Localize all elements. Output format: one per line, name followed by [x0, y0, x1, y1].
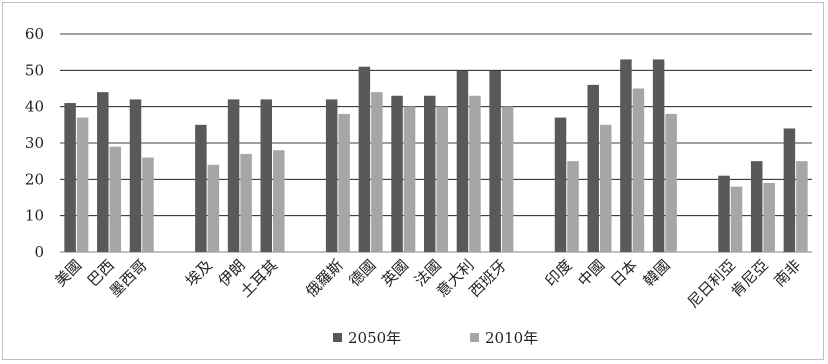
bar-series1 — [195, 124, 207, 252]
bar-series2 — [76, 117, 89, 252]
bar-series1 — [64, 103, 76, 253]
bar-series2 — [469, 95, 481, 253]
x-category-label: 日本 — [607, 256, 641, 290]
bar-series2 — [109, 146, 122, 252]
bar-series1 — [718, 175, 730, 252]
bar-series1 — [260, 99, 273, 253]
bar-series1 — [391, 95, 403, 253]
legend-label: 2010年 — [485, 329, 538, 347]
x-category-label: 中國 — [574, 256, 608, 290]
bar-series2 — [207, 164, 220, 252]
x-category-label: 土耳其 — [237, 256, 282, 301]
x-category-label: 西班牙 — [466, 256, 511, 301]
bar-series1 — [554, 117, 567, 252]
bar-series1 — [620, 59, 632, 252]
bar-series1 — [652, 59, 665, 252]
bar-series2 — [599, 124, 612, 252]
y-tick-label: 30 — [25, 134, 44, 152]
bar-series1 — [129, 99, 142, 253]
bars — [64, 59, 808, 253]
bar-series1 — [97, 92, 109, 252]
y-tick-label: 40 — [25, 98, 44, 116]
y-axis: 0 10 20 30 40 50 60 — [25, 25, 44, 261]
bar-series2 — [665, 113, 677, 252]
x-category-label: 韓國 — [640, 256, 674, 290]
bar-series2 — [371, 92, 383, 252]
legend-label: 2050年 — [348, 329, 401, 347]
legend-swatch — [470, 333, 479, 342]
bar-series2 — [796, 161, 808, 252]
bar-series1 — [489, 70, 501, 252]
x-category-label: 俄羅斯 — [302, 256, 347, 301]
y-tick-label: 0 — [34, 243, 44, 261]
bar-series1 — [587, 84, 599, 252]
bar-series2 — [567, 161, 579, 252]
y-tick-label: 20 — [25, 170, 44, 188]
x-category-label: 埃及 — [182, 256, 216, 290]
y-tick-label: 60 — [25, 25, 44, 43]
bar-series1 — [358, 66, 371, 252]
bar-series2 — [632, 88, 645, 252]
bar-series1 — [750, 161, 763, 252]
bar-series2 — [763, 182, 775, 252]
gridlines — [60, 33, 812, 253]
bar-series2 — [273, 150, 285, 252]
y-tick-label: 10 — [25, 207, 44, 225]
legend: 2050年 2010年 — [333, 329, 538, 347]
x-category-label: 德國 — [345, 256, 379, 290]
y-tick-label: 50 — [25, 61, 44, 79]
x-category-label: 肯尼亞 — [727, 256, 772, 301]
bar-series1 — [227, 99, 240, 253]
x-category-label: 墨西哥 — [106, 256, 151, 301]
bar-series2 — [403, 106, 416, 253]
legend-swatch — [333, 333, 342, 342]
x-category-label: 美國 — [51, 256, 85, 290]
bar-series2 — [436, 106, 448, 253]
bar-series2 — [501, 106, 514, 253]
x-category-label: 英國 — [378, 256, 412, 290]
bar-series2 — [338, 113, 350, 252]
x-category-label: 南非 — [771, 256, 805, 290]
bar-series1 — [424, 95, 436, 253]
bar-series1 — [456, 70, 469, 252]
x-category-label: 印度 — [542, 256, 576, 290]
bar-series1 — [783, 128, 796, 252]
bar-series1 — [325, 99, 338, 253]
bar-series2 — [730, 186, 743, 252]
bar-series2 — [142, 157, 154, 252]
bar-series2 — [240, 153, 252, 252]
